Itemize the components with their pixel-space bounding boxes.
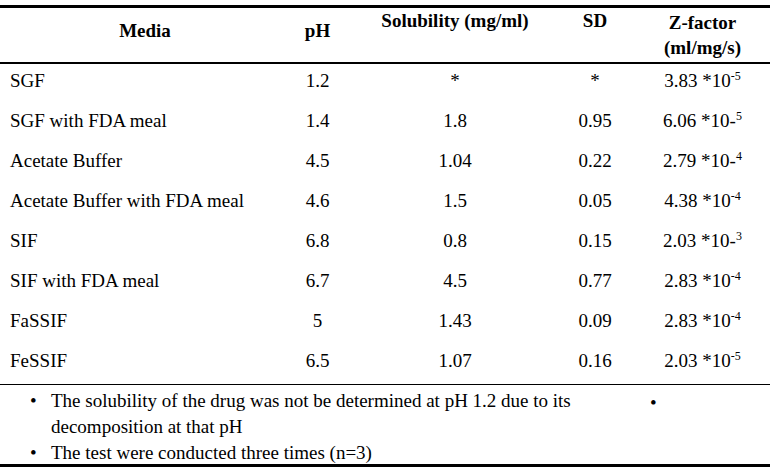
zfactor-base: 6.06 *10- <box>663 110 736 131</box>
column-header-media: Media <box>0 8 280 62</box>
zfactor-base: 2.79 *10- <box>663 150 736 171</box>
bullet-icon: • <box>30 388 51 440</box>
table-row: SIF 6.8 0.8 0.15 2.03 *10-3 <box>0 224 770 264</box>
cell-zfactor: 2.83 *10-4 <box>635 304 770 344</box>
zfactor-base: 2.03 *10 <box>664 350 731 371</box>
column-header-solubility: Solubility (mg/ml) <box>355 8 555 62</box>
cell-ph: 4.6 <box>280 184 355 224</box>
cell-solubility: 1.43 <box>355 304 555 344</box>
cell-zfactor: 3.83 *10-5 <box>635 64 770 104</box>
cell-ph: 1.4 <box>280 104 355 144</box>
cell-ph: 1.2 <box>280 64 355 104</box>
zfactor-exponent: -5 <box>731 349 741 363</box>
zfactor-exponent: -5 <box>731 69 741 83</box>
cell-sd: 0.95 <box>555 104 635 144</box>
column-header-sd: SD <box>555 8 635 62</box>
bullet-icon: • <box>30 440 51 466</box>
column-header-ph: pH <box>280 8 355 62</box>
cell-ph: 6.7 <box>280 264 355 304</box>
cell-media: SGF <box>0 64 280 104</box>
zfactor-base: 2.83 *10 <box>664 310 731 331</box>
zfactor-header-line1: Z-factor <box>635 10 770 35</box>
cell-zfactor: 6.06 *10-5 <box>635 104 770 144</box>
cell-solubility: 1.5 <box>355 184 555 224</box>
footnote-text: The solubility of the drug was not be de… <box>51 388 647 440</box>
zfactor-exponent: 4 <box>736 149 742 163</box>
cell-sd: 0.15 <box>555 224 635 264</box>
zfactor-base: 2.03 *10- <box>663 230 736 251</box>
cell-solubility: 1.04 <box>355 144 555 184</box>
table-row: SGF with FDA meal 1.4 1.8 0.95 6.06 *10-… <box>0 104 770 144</box>
cell-media: Acetate Buffer <box>0 144 280 184</box>
zfactor-exponent: -4 <box>731 189 741 203</box>
table-row: Acetate Buffer with FDA meal 4.6 1.5 0.0… <box>0 184 770 224</box>
table-body: SGF 1.2 * * 3.83 *10-5 SGF with FDA meal… <box>0 64 770 384</box>
bullet-icon: • <box>650 390 657 416</box>
table-header-row: Media pH Solubility (mg/ml) SD Z-factor … <box>0 8 770 62</box>
cell-zfactor: 2.03 *10-5 <box>635 344 770 384</box>
cell-sd: 0.22 <box>555 144 635 184</box>
table-row: FaSSIF 5 1.43 0.09 2.83 *10-4 <box>0 304 770 344</box>
cell-sd: 0.77 <box>555 264 635 304</box>
column-header-zfactor: Z-factor (ml/mg/s) <box>635 8 770 62</box>
cell-zfactor: 2.03 *10-3 <box>635 224 770 264</box>
cell-media: SIF <box>0 224 280 264</box>
zfactor-base: 3.83 *10 <box>664 70 731 91</box>
table-row: FeSSIF 6.5 1.07 0.16 2.03 *10-5 <box>0 344 770 384</box>
cell-media: FaSSIF <box>0 304 280 344</box>
cell-sd: 0.05 <box>555 184 635 224</box>
cell-media: SIF with FDA meal <box>0 264 280 304</box>
cell-ph: 5 <box>280 304 355 344</box>
zfactor-header-line2: (ml/mg/s) <box>635 35 770 60</box>
cell-zfactor: 4.38 *10-4 <box>635 184 770 224</box>
cell-ph: 6.8 <box>280 224 355 264</box>
cell-zfactor: 2.79 *10-4 <box>635 144 770 184</box>
cell-ph: 6.5 <box>280 344 355 384</box>
zfactor-exponent: -4 <box>731 309 741 323</box>
cell-zfactor: 2.83 *10-4 <box>635 264 770 304</box>
table-row: SIF with FDA meal 6.7 4.5 0.77 2.83 *10-… <box>0 264 770 304</box>
cell-media: FeSSIF <box>0 344 280 384</box>
footnote-item: • The test were conducted three times (n… <box>0 440 770 466</box>
zfactor-exponent: 5 <box>736 109 742 123</box>
table-page: Media pH Solubility (mg/ml) SD Z-factor … <box>0 5 770 476</box>
cell-solubility: 0.8 <box>355 224 555 264</box>
table-row: SGF 1.2 * * 3.83 *10-5 <box>0 64 770 104</box>
cell-solubility: * <box>355 64 555 104</box>
cell-solubility: 1.8 <box>355 104 555 144</box>
footnote-text: The test were conducted three times (n=3… <box>51 440 647 466</box>
cell-sd: 0.09 <box>555 304 635 344</box>
cell-solubility: 1.07 <box>355 344 555 384</box>
zfactor-base: 4.38 *10 <box>664 190 731 211</box>
cell-media: SGF with FDA meal <box>0 104 280 144</box>
cell-sd: * <box>555 64 635 104</box>
cell-media: Acetate Buffer with FDA meal <box>0 184 280 224</box>
cell-solubility: 4.5 <box>355 264 555 304</box>
zfactor-exponent: -4 <box>731 269 741 283</box>
table-row: Acetate Buffer 4.5 1.04 0.22 2.79 *10-4 <box>0 144 770 184</box>
cell-ph: 4.5 <box>280 144 355 184</box>
footnotes-section: • The solubility of the drug was not be … <box>0 385 770 464</box>
zfactor-exponent: 3 <box>736 229 742 243</box>
zfactor-base: 2.83 *10 <box>664 270 731 291</box>
cell-sd: 0.16 <box>555 344 635 384</box>
